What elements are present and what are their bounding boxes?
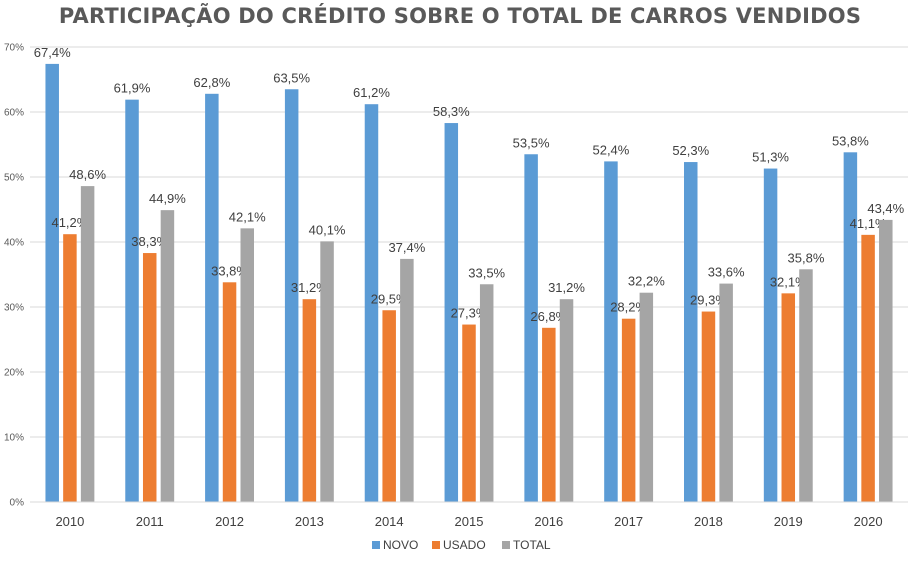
bar-usado <box>621 318 636 502</box>
x-tick-label: 2016 <box>534 514 563 529</box>
y-tick-label: 30% <box>4 303 24 314</box>
data-label-novo: 51,3% <box>752 150 789 165</box>
legend-label-total: TOTAL <box>513 538 551 552</box>
data-label-usado: 28,2% <box>610 300 647 315</box>
data-label-usado: 27,3% <box>451 306 488 321</box>
legend-label-usado: USADO <box>443 538 486 552</box>
bar-novo <box>444 123 459 503</box>
bar-usado <box>63 234 77 502</box>
bar-total <box>479 284 494 502</box>
x-tick-label: 2017 <box>614 514 643 529</box>
data-label-usado: 26,8% <box>530 309 567 324</box>
data-label-total: 44,9% <box>149 191 186 206</box>
data-label-total: 33,6% <box>708 265 745 280</box>
x-tick-label: 2012 <box>215 514 244 529</box>
bar-total <box>559 299 574 502</box>
bar-total <box>240 228 254 502</box>
bar-novo <box>125 99 139 503</box>
bar-total <box>160 210 175 502</box>
data-label-novo: 53,5% <box>513 135 550 150</box>
legend-swatch-novo <box>372 541 380 549</box>
bar-total <box>400 258 414 502</box>
data-label-usado: 41,1% <box>850 216 887 231</box>
y-tick-label: 70% <box>4 43 24 54</box>
bar-novo <box>45 63 59 503</box>
y-tick-label: 60% <box>4 108 24 119</box>
x-tick-label: 2013 <box>295 514 324 529</box>
bar-usado <box>142 253 157 502</box>
data-label-novo: 53,8% <box>832 133 869 148</box>
data-label-usado: 32,1% <box>770 274 807 289</box>
x-tick-label: 2020 <box>854 514 883 529</box>
bar-total <box>799 269 813 502</box>
bar-usado <box>701 311 716 502</box>
data-label-usado: 29,5% <box>371 291 408 306</box>
x-tick-label: 2015 <box>455 514 484 529</box>
bar-usado <box>861 234 875 502</box>
data-label-total: 32,2% <box>628 274 665 289</box>
x-tick-label: 2014 <box>375 514 404 529</box>
data-label-novo: 63,5% <box>273 70 310 85</box>
data-label-total: 40,1% <box>309 222 346 237</box>
bar-total <box>80 186 95 502</box>
data-label-novo: 52,3% <box>672 143 709 158</box>
bar-novo <box>364 104 379 502</box>
bar-total <box>639 292 654 502</box>
data-label-usado: 41,2% <box>51 215 88 230</box>
x-tick-label: 2011 <box>136 514 164 529</box>
bar-novo <box>843 152 858 503</box>
bar-usado <box>222 282 237 502</box>
y-tick-label: 0% <box>10 498 25 509</box>
data-label-total: 37,4% <box>388 240 425 255</box>
data-label-novo: 62,8% <box>193 75 230 90</box>
chart-title: PARTICIPAÇÃO DO CRÉDITO SOBRE O TOTAL DE… <box>58 4 862 28</box>
bar-novo <box>524 154 538 502</box>
bar-usado <box>462 324 476 502</box>
bar-usado <box>781 293 796 502</box>
data-label-usado: 31,2% <box>291 280 328 295</box>
x-tick-label: 2018 <box>694 514 723 529</box>
legend-label-novo: NOVO <box>383 538 418 552</box>
y-tick-label: 10% <box>4 433 24 444</box>
bar-novo <box>684 162 698 503</box>
data-label-usado: 29,3% <box>690 293 727 308</box>
bar-usado <box>382 310 396 502</box>
bar-novo <box>604 161 618 502</box>
data-label-total: 43,4% <box>867 201 904 216</box>
bar-total <box>879 219 893 502</box>
data-label-novo: 52,4% <box>592 142 629 157</box>
bar-novo <box>205 93 219 503</box>
data-label-usado: 33,8% <box>211 263 248 278</box>
data-label-total: 42,1% <box>229 209 266 224</box>
y-tick-label: 40% <box>4 238 24 249</box>
data-label-novo: 61,2% <box>353 85 390 100</box>
y-tick-label: 20% <box>4 368 24 379</box>
x-tick-label: 2019 <box>774 514 803 529</box>
bar-usado <box>542 327 556 502</box>
bar-novo <box>284 89 299 502</box>
data-label-novo: 67,4% <box>34 45 71 60</box>
bar-usado <box>302 299 317 502</box>
bar-total <box>320 241 334 502</box>
legend-swatch-total <box>502 541 510 549</box>
x-tick-label: 2010 <box>55 514 84 529</box>
data-label-total: 48,6% <box>69 167 106 182</box>
data-label-total: 31,2% <box>548 280 585 295</box>
bar-novo <box>763 168 778 503</box>
data-label-usado: 38,3% <box>131 234 168 249</box>
y-tick-label: 50% <box>4 173 24 184</box>
bar-total <box>719 283 733 502</box>
data-label-total: 33,5% <box>468 265 505 280</box>
data-label-novo: 58,3% <box>433 104 470 119</box>
legend-swatch-usado <box>432 541 440 549</box>
data-label-novo: 61,9% <box>114 81 151 96</box>
data-label-total: 35,8% <box>788 250 825 265</box>
